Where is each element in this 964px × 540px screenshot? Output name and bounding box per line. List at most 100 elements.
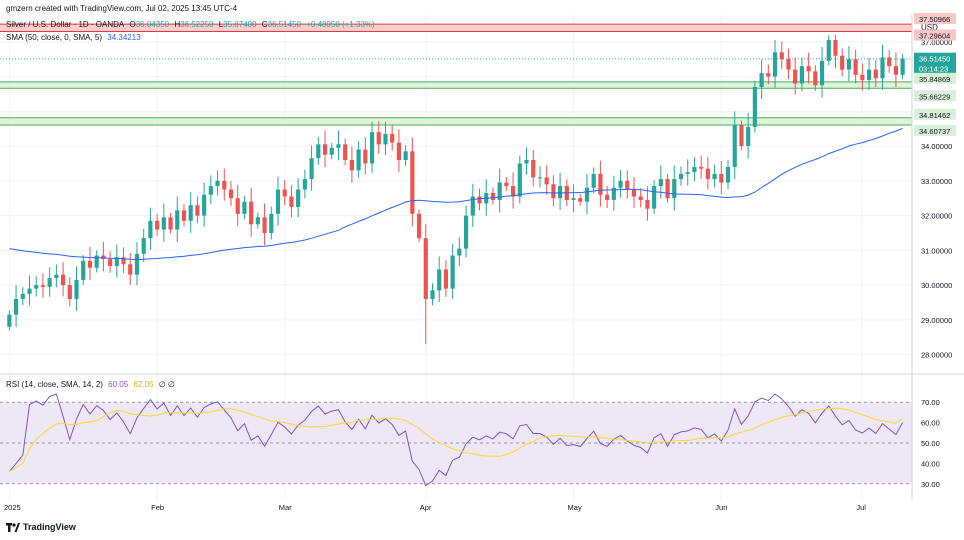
sma-legend[interactable]: SMA (50, close, 0, SMA, 5) 34.34213 (6, 33, 144, 42)
symbol-title: Silver / U.S. Dollar · 1D · OANDA (6, 20, 125, 29)
candle-body (631, 189, 637, 197)
candle-body (356, 149, 361, 171)
candle-body (725, 166, 731, 183)
candle-body (222, 180, 227, 190)
support-zone (0, 81, 912, 89)
candle-body (578, 198, 583, 202)
symbol-legend[interactable]: Silver / U.S. Dollar · 1D · OANDA O36.04… (6, 20, 378, 29)
candle-body (128, 264, 133, 275)
price-tick-label: 33.00000 (921, 177, 952, 186)
tradingview-logo-text: TradingView (23, 522, 76, 532)
open-value: 36.04350 (135, 20, 170, 29)
candle-body (322, 144, 328, 155)
candle-body (282, 189, 287, 197)
rsi-axis: 70.00 60.00 50.00 40.00 30.00 (921, 398, 940, 489)
candle-body (168, 217, 173, 230)
price-label-box (914, 52, 956, 64)
candle-body (900, 58, 905, 75)
rsi-tick-label: 70.00 (921, 398, 940, 407)
chart-credit: gmzern created with TradingView.com, Jul… (6, 4, 238, 13)
candle-body (759, 73, 764, 87)
candle-body (584, 187, 590, 202)
candle-body (772, 52, 778, 77)
sma-legend-value: 34.34213 (107, 33, 141, 42)
price-label-last: 36.51450 (919, 55, 950, 64)
candle-body (410, 151, 415, 214)
price-label-box (914, 29, 956, 41)
candle-body (544, 177, 549, 185)
candle-body (537, 177, 543, 179)
candle-body (336, 144, 341, 148)
resistance-zone (0, 24, 912, 32)
price-tick-label: 28.00000 (921, 351, 952, 360)
candle-body (638, 196, 643, 200)
time-tick-label: Mar (279, 503, 292, 512)
candle-body (61, 274, 66, 286)
candle-body (692, 166, 697, 173)
candle-body (524, 159, 529, 164)
candle-body (269, 213, 274, 233)
candle-body (416, 213, 422, 239)
time-tick-label: May (568, 503, 582, 512)
candle-body (618, 180, 623, 188)
candle-body (423, 238, 428, 300)
candle-body (316, 144, 321, 159)
candle-body (289, 196, 294, 207)
candle-body (645, 199, 650, 209)
candle-body (13, 299, 19, 315)
candle-body (497, 182, 502, 200)
sma-line (9, 127, 903, 261)
price-tick-label: 30.00000 (921, 281, 952, 290)
candle-body (819, 60, 825, 86)
candle-body (296, 189, 301, 207)
candle-body (114, 257, 119, 266)
candle-body (329, 147, 334, 155)
time-tick-label: Jul (856, 503, 866, 512)
candle-body (383, 133, 388, 145)
candle-body (672, 179, 677, 199)
candle-body (678, 173, 684, 180)
support-resistance-zones (0, 23, 912, 126)
candle-body (309, 158, 314, 180)
rsi-ma-line (9, 407, 903, 473)
candle-body (396, 142, 401, 160)
candle-body (148, 220, 153, 239)
rsi-legend-value: 60.05 (108, 380, 129, 389)
candle-body (853, 59, 858, 75)
candle-body (786, 59, 791, 70)
rsi-legend-label: RSI (14, close, SMA, 14, 2) (6, 380, 103, 389)
price-label-box (914, 108, 956, 120)
tradingview-logo-icon (6, 522, 20, 532)
candle-body (376, 132, 381, 145)
candle-body (605, 194, 610, 200)
candle-body (403, 151, 408, 160)
rsi-tick-label: 50.00 (921, 439, 940, 448)
price-label-support: 34.60737 (919, 127, 950, 136)
close-label: C (261, 20, 268, 29)
price-label-box (914, 124, 956, 136)
price-label-box (914, 13, 956, 25)
candle-body (840, 55, 845, 70)
rsi-legend[interactable]: RSI (14, close, SMA, 14, 2) 60.05 62.05 … (6, 380, 178, 389)
price-label-box (914, 62, 956, 74)
price-label-box (914, 72, 956, 84)
candle-body (457, 248, 462, 256)
candle-body (739, 125, 744, 147)
candle-body (719, 173, 724, 183)
candle-body (652, 186, 657, 209)
price-tick-label: 32.00000 (921, 212, 952, 221)
candle-body (242, 201, 247, 214)
candle-body (813, 71, 818, 86)
candle-body (101, 255, 106, 260)
candle-body (235, 198, 240, 214)
time-tick-label: 2025 (4, 503, 21, 512)
price-label-support: 35.66229 (919, 92, 950, 101)
candle-body (511, 186, 516, 197)
high-value: 36.52250 (180, 20, 214, 29)
candle-body (195, 205, 200, 216)
candle-body (558, 186, 563, 199)
tradingview-logo[interactable]: TradingView (6, 522, 76, 532)
candle-body (155, 220, 160, 230)
candle-body (7, 314, 12, 327)
